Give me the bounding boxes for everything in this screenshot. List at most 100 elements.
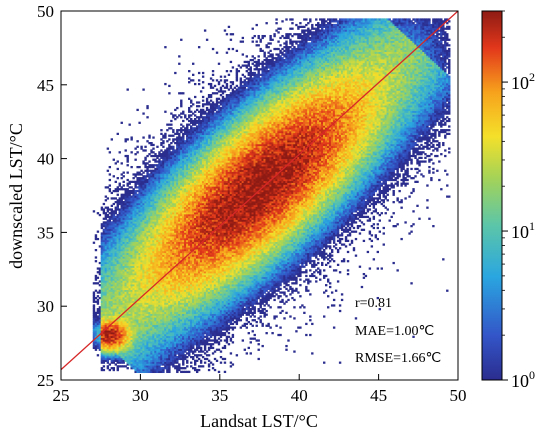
density-cell <box>123 175 125 177</box>
density-cell <box>178 63 180 65</box>
density-cell <box>103 369 105 371</box>
density-cell <box>182 111 184 113</box>
density-cell <box>123 181 125 183</box>
density-cell <box>117 177 119 179</box>
density-cell <box>119 151 121 153</box>
density-cell <box>144 146 146 148</box>
density-cell <box>136 151 138 153</box>
density-cell <box>148 135 150 137</box>
density-cell <box>152 136 154 138</box>
density-cell <box>152 144 154 146</box>
density-cell <box>186 365 188 367</box>
density-cell <box>99 214 101 216</box>
density-cell <box>140 146 142 148</box>
density-cell <box>127 172 129 174</box>
density-cell <box>182 120 184 122</box>
density-cell <box>178 55 180 57</box>
density-cell <box>164 133 166 135</box>
density-cell <box>109 188 111 190</box>
density-cell <box>156 146 158 148</box>
density-cell <box>162 140 164 142</box>
density-cell <box>144 149 146 151</box>
density-cell <box>127 88 129 90</box>
density-cell <box>97 354 99 356</box>
density-cell <box>107 170 109 172</box>
density-cell <box>113 159 115 161</box>
density-cell <box>123 172 125 174</box>
density-cell <box>127 164 129 166</box>
density-cell <box>168 92 170 94</box>
density-cell <box>164 111 166 113</box>
density-cell <box>113 367 115 369</box>
density-cell <box>119 183 121 185</box>
density-cell <box>93 242 95 244</box>
density-cell <box>168 138 170 140</box>
density-cell <box>152 148 154 150</box>
density-cell <box>121 162 123 164</box>
density-cell <box>111 138 113 140</box>
density-cell <box>109 184 111 186</box>
density-cell <box>115 181 117 183</box>
density-cell <box>136 146 138 148</box>
density-cell <box>168 85 170 87</box>
density-cell <box>178 363 180 365</box>
density-cell <box>172 129 174 131</box>
density-cell <box>117 133 119 135</box>
density-cell <box>117 160 119 162</box>
density-cell <box>127 138 129 140</box>
density-cell <box>182 92 184 94</box>
density-cell <box>136 109 138 111</box>
density-cells <box>93 18 451 373</box>
density-cell <box>95 234 97 236</box>
density-cell <box>176 107 178 109</box>
density-cell <box>130 166 132 168</box>
density-cell <box>109 179 111 181</box>
density-cell <box>125 149 127 151</box>
density-cell <box>97 231 99 233</box>
density-cell <box>127 367 129 369</box>
density-cell <box>180 116 182 118</box>
density-cell <box>121 122 123 124</box>
density-cell <box>103 365 105 367</box>
density-cell <box>164 83 166 85</box>
density-cell <box>95 256 97 258</box>
density-cell <box>130 136 132 138</box>
density-cell <box>148 160 150 162</box>
density-cell <box>130 151 132 153</box>
density-cell <box>170 124 172 126</box>
density-cell <box>180 100 182 102</box>
density-cell <box>109 151 111 153</box>
density-cell <box>164 46 166 48</box>
density-cell <box>97 277 99 279</box>
density-cell <box>128 124 130 126</box>
density-cell <box>109 166 111 168</box>
density-cell <box>95 249 97 251</box>
density-cell <box>134 159 136 161</box>
density-cell <box>146 105 148 107</box>
density-cell <box>93 304 95 306</box>
density-cell <box>162 146 164 148</box>
density-cell <box>142 136 144 138</box>
density-cell <box>138 166 140 168</box>
density-cell <box>113 175 115 177</box>
density-cell <box>142 88 144 90</box>
density-cell <box>117 168 119 170</box>
density-cell <box>117 194 119 196</box>
density-cell <box>184 114 186 116</box>
density-cell <box>103 203 105 205</box>
density-cell <box>172 146 174 148</box>
density-cell <box>93 210 95 212</box>
density-cell <box>107 148 109 150</box>
density-cell <box>142 112 144 114</box>
density-cell <box>170 120 172 122</box>
density-cell <box>127 155 129 157</box>
density-cell <box>95 260 97 262</box>
density-cell <box>138 122 140 124</box>
density-cell <box>186 360 188 362</box>
density-cell <box>180 39 182 41</box>
density-cell <box>174 72 176 74</box>
density-cell <box>109 173 111 175</box>
density-cell <box>107 197 109 199</box>
density-cell <box>136 140 138 142</box>
